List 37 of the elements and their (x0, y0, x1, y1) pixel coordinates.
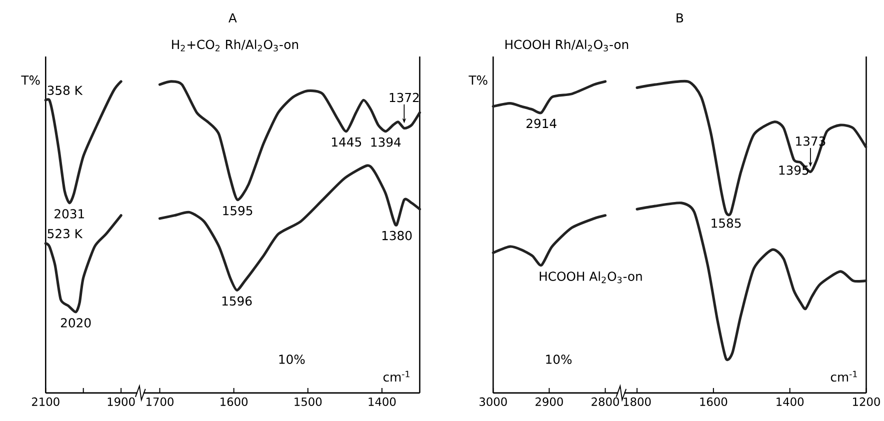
series-label: 358 K (48, 86, 83, 96)
x-tick-label: 2900 (536, 398, 563, 406)
x-tick-label: 1600 (220, 398, 248, 406)
text: H$_{2}$+CO$_{2}$ Rh/Al$_{2}$O$_{3}$-on (172, 40, 298, 52)
x-tick-label: 2800 (592, 398, 619, 406)
chart-subtitle: HCOOH Rh/Al$_{2}$O$_{3}$-on (505, 40, 628, 52)
chart-title: A (228, 13, 237, 23)
x-tick-label: 1600 (700, 398, 728, 406)
annotation: 1596 (222, 296, 252, 306)
annotation: 10% (279, 354, 305, 364)
x-axis-title: cm$^{-1}$ (830, 371, 857, 382)
chart-title: B (676, 13, 684, 23)
annotation: 2914 (526, 118, 556, 128)
annotation: 1372 (390, 92, 419, 102)
y-axis-title: T% (21, 76, 40, 85)
x-tick-label: 1500 (294, 398, 322, 406)
annotation: 1585 (712, 218, 741, 228)
annotation: 1380 (382, 231, 412, 240)
y-axis-title: T% (468, 76, 488, 85)
annotation: 1395 (779, 166, 808, 175)
x-tick-label: 1800 (624, 398, 651, 406)
annotation: 2031 (54, 209, 84, 219)
x-tick-label: 3000 (480, 398, 507, 406)
x-tick-label: 1900 (108, 398, 135, 406)
x-tick-label: 1400 (368, 398, 396, 406)
annotation: 1445 (332, 138, 362, 147)
x-tick-label: 1200 (853, 398, 880, 406)
x-tick-label: 1400 (776, 398, 804, 406)
x-tick-label: 1700 (146, 398, 174, 406)
series-label: HCOOH Al$_{2}$O$_{3}$-on (540, 272, 642, 284)
x-tick-label: 2100 (32, 398, 60, 406)
series-label: 523 K (48, 229, 83, 238)
annotation: 1394 (371, 138, 401, 147)
x-axis-title: cm$^{-1}$ (383, 371, 410, 382)
annotation: 10% (546, 354, 572, 364)
annotation: 1595 (223, 206, 252, 216)
annotation: 2020 (60, 318, 91, 328)
